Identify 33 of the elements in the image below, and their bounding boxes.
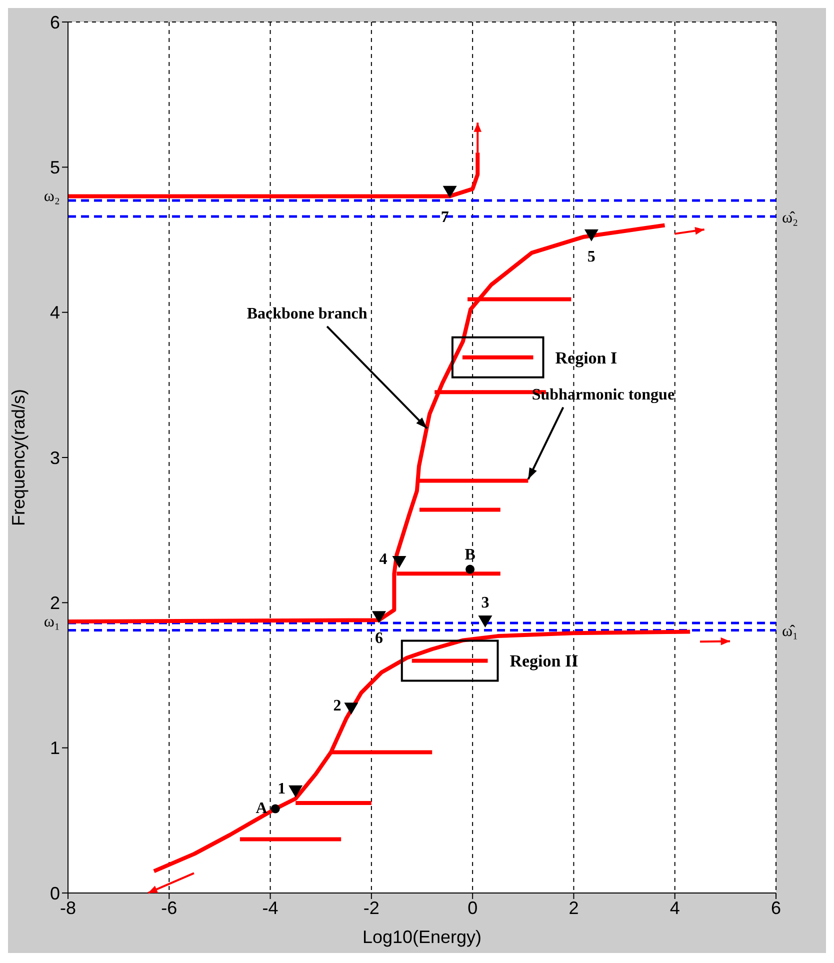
y-tick-label: 2: [50, 593, 60, 614]
x-tick-label: -8: [60, 898, 76, 918]
y-axis-title: Frequency(rad/s): [8, 388, 28, 526]
annotation: 3: [481, 594, 490, 612]
annotation: B: [464, 546, 476, 564]
x-tick-label: -2: [363, 898, 380, 918]
annotation: 5: [587, 248, 596, 266]
annotation: Subharmonic tongue: [532, 386, 675, 404]
x-tick-label: 2: [568, 898, 579, 918]
annotation: 2: [333, 698, 342, 715]
y-tick-label: 5: [50, 158, 60, 178]
y-tick-label: 3: [50, 448, 60, 468]
x-tick-label: 0: [468, 898, 478, 918]
annotation: A: [256, 800, 268, 817]
x-tick-label: 4: [670, 898, 680, 918]
x-tick-label: -4: [262, 898, 278, 918]
x-tick-label: -6: [161, 898, 178, 918]
annotation: 1: [278, 780, 286, 798]
annotation: 4: [379, 551, 388, 568]
annotation: 7: [440, 208, 449, 226]
annotation: Backbone branch: [246, 305, 368, 322]
annotation: Region I: [555, 348, 618, 368]
x-axis-title: Log10(Energy): [362, 927, 482, 947]
annotation: 6: [375, 630, 384, 648]
annotation: ω₁: [44, 614, 60, 631]
y-tick-label: 1: [50, 738, 60, 758]
y-tick-label: 4: [50, 302, 60, 323]
y-tick-label: 0: [50, 883, 60, 904]
x-tick-label: 6: [770, 898, 782, 918]
ref-line-label: ω̂₂: [782, 210, 798, 227]
ref-line-label: ω̂₁: [782, 623, 798, 640]
annotation: ω₂: [44, 188, 60, 206]
y-tick-label: 6: [50, 12, 60, 32]
